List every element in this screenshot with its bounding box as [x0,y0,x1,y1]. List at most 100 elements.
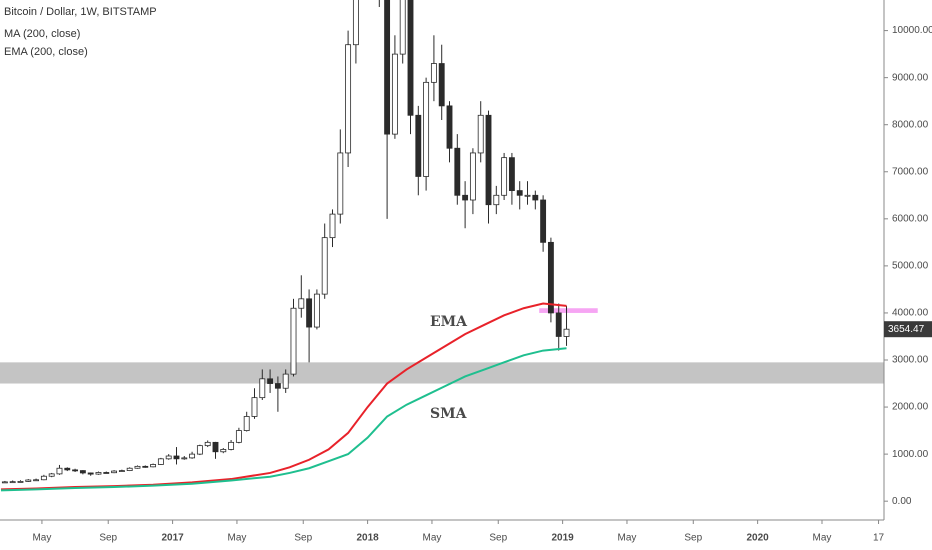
header-title: Bitcoin / Dollar, 1W, BITSTAMP [4,6,157,18]
y-tick-label: 0.00 [892,496,912,507]
candle-body [87,472,94,475]
x-tick-label: Sep [99,533,117,544]
candle-body [516,190,523,196]
candle-body [204,441,211,447]
sma-label: SMA [430,406,468,422]
candle-body [189,453,196,459]
x-tick-label: 2018 [356,533,379,544]
candle-body [423,81,430,177]
y-tick-label: 5000.00 [892,261,929,272]
candle-body [462,194,469,201]
candle-body [547,241,554,314]
x-tick-label: 2020 [747,533,770,544]
x-tick-label: May [813,533,832,544]
candle-body [17,481,24,483]
x-tick-label: May [423,533,442,544]
x-tick-label: Sep [294,533,312,544]
x-tick-label: May [618,533,637,544]
candle-body [430,63,437,83]
candle-body [290,307,297,375]
x-tick-label: May [227,533,246,544]
candle-body [337,152,344,215]
plot-area [0,0,884,492]
x-tick-label: Sep [684,533,702,544]
y-tick-label: 4000.00 [892,308,929,319]
candle-body [329,213,336,239]
candle-body [555,312,562,337]
candle-body [469,152,476,201]
x-tick-label: May [32,533,51,544]
candle-body [493,194,500,206]
candle-body [181,457,188,460]
candle-body [235,430,242,443]
candle-body [56,467,63,475]
header-ma: MA (200, close) [4,28,80,40]
candle-body [345,44,352,154]
candle-body [150,464,157,468]
candle-body [532,194,539,201]
candle-body [321,237,328,295]
candle-body [243,416,250,431]
candle-body [399,0,406,55]
zone [539,308,598,313]
candle-body [134,465,141,469]
candle-body [64,467,71,471]
x-tick-label: 2017 [161,533,184,544]
candle-body [267,378,274,384]
candle-body [298,298,305,309]
candle-body [9,481,16,484]
candle-body [282,373,289,389]
x-tick-label: Sep [489,533,507,544]
last-price-label: 3654.47 [888,324,925,335]
candle-body [196,445,203,455]
y-tick-label: 1000.00 [892,449,929,460]
candle-body [212,441,219,453]
y-tick-label: 3000.00 [892,355,929,366]
candle-body [1,481,8,484]
candle-body [391,53,398,135]
candle-body [540,199,547,243]
y-tick-label: 6000.00 [892,213,929,224]
candle-body [165,455,172,460]
candle-body [111,470,118,474]
candle-body [79,470,86,474]
x-tick-label: 2019 [551,533,574,544]
candle-body [251,397,258,417]
candle-body [313,293,320,328]
candle-body [173,455,180,460]
candle-body [228,441,235,450]
candle-body [126,467,133,471]
candle-body [40,475,47,481]
candle-body [157,458,164,465]
candle-body [25,479,32,482]
candle-body [446,105,453,149]
candle-body [454,147,461,196]
indicator-line [0,347,567,492]
x-tick-label: 17 [873,533,885,544]
candle-body [508,157,515,191]
candle-body [384,0,391,135]
y-tick-label: 9000.00 [892,72,929,83]
candle-body [306,298,313,328]
candle-body [259,378,266,399]
y-tick-label: 8000.00 [892,119,929,130]
zone [0,362,884,384]
candle-body [142,465,149,468]
indicator-line [0,302,567,491]
candle-body [524,194,531,197]
candle-body [352,0,359,46]
candle-body [477,114,484,154]
candle-body [563,328,570,337]
candle-body [274,383,281,389]
y-tick-label: 10000.00 [892,25,932,36]
candle-body [103,472,110,474]
y-tick-label: 2000.00 [892,402,929,413]
y-tick-label: 7000.00 [892,166,929,177]
candle-body [95,472,102,475]
last-price-box [884,321,932,338]
candle-body [407,0,414,116]
candle-body [33,479,40,482]
header-ema: EMA (200, close) [4,46,88,58]
